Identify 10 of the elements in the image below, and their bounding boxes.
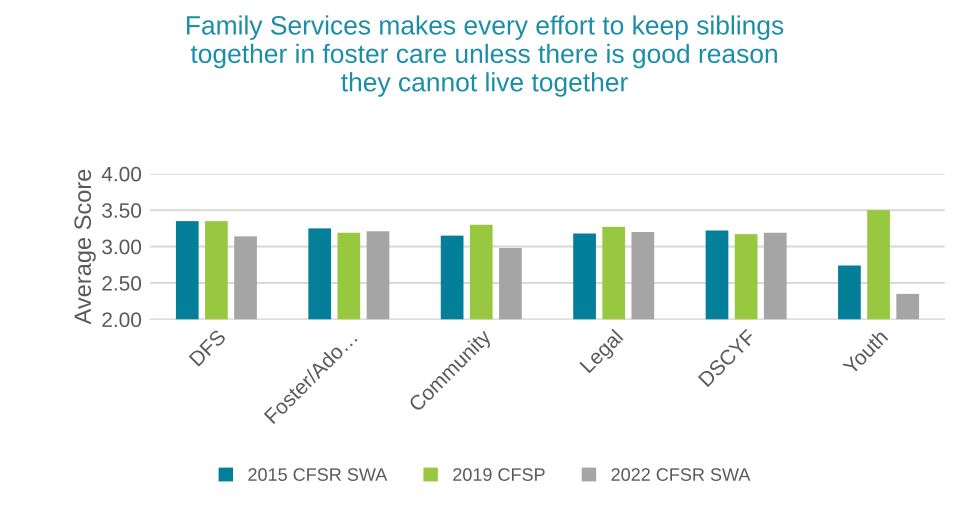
y-tick-label: 3.50 bbox=[102, 203, 142, 218]
legend-label: 2015 CFSR SWA bbox=[248, 468, 388, 481]
y-tick-label: 2.00 bbox=[102, 312, 142, 328]
legend-label: 2022 CFSR SWA bbox=[612, 468, 750, 481]
legend-label: 2019 CFSP bbox=[453, 468, 545, 481]
y-axis-title: Average Score bbox=[74, 170, 96, 324]
chart-title: Family Services makes every effort to keep siblings together in foster care unless there is good reason they cannot live together bbox=[186, 15, 784, 97]
y-tick-label: 2.50 bbox=[102, 276, 142, 291]
y-tick-label: 3.00 bbox=[102, 240, 142, 254]
y-tick-label: 4.00 bbox=[102, 166, 142, 182]
